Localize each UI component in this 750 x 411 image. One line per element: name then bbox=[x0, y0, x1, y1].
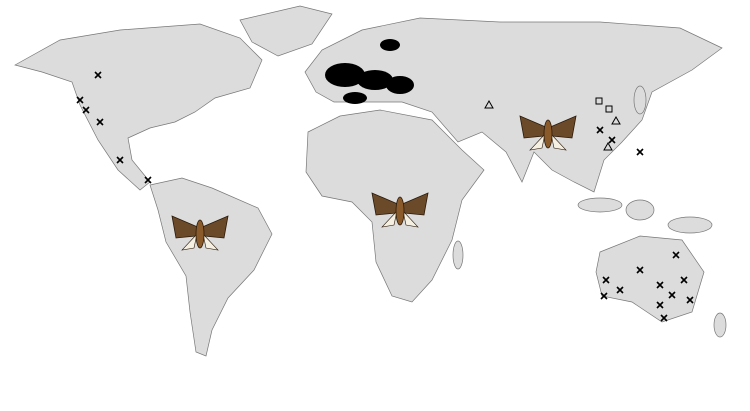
europe-records bbox=[325, 39, 414, 104]
land bbox=[14, 5, 727, 357]
other-markers bbox=[484, 97, 621, 151]
